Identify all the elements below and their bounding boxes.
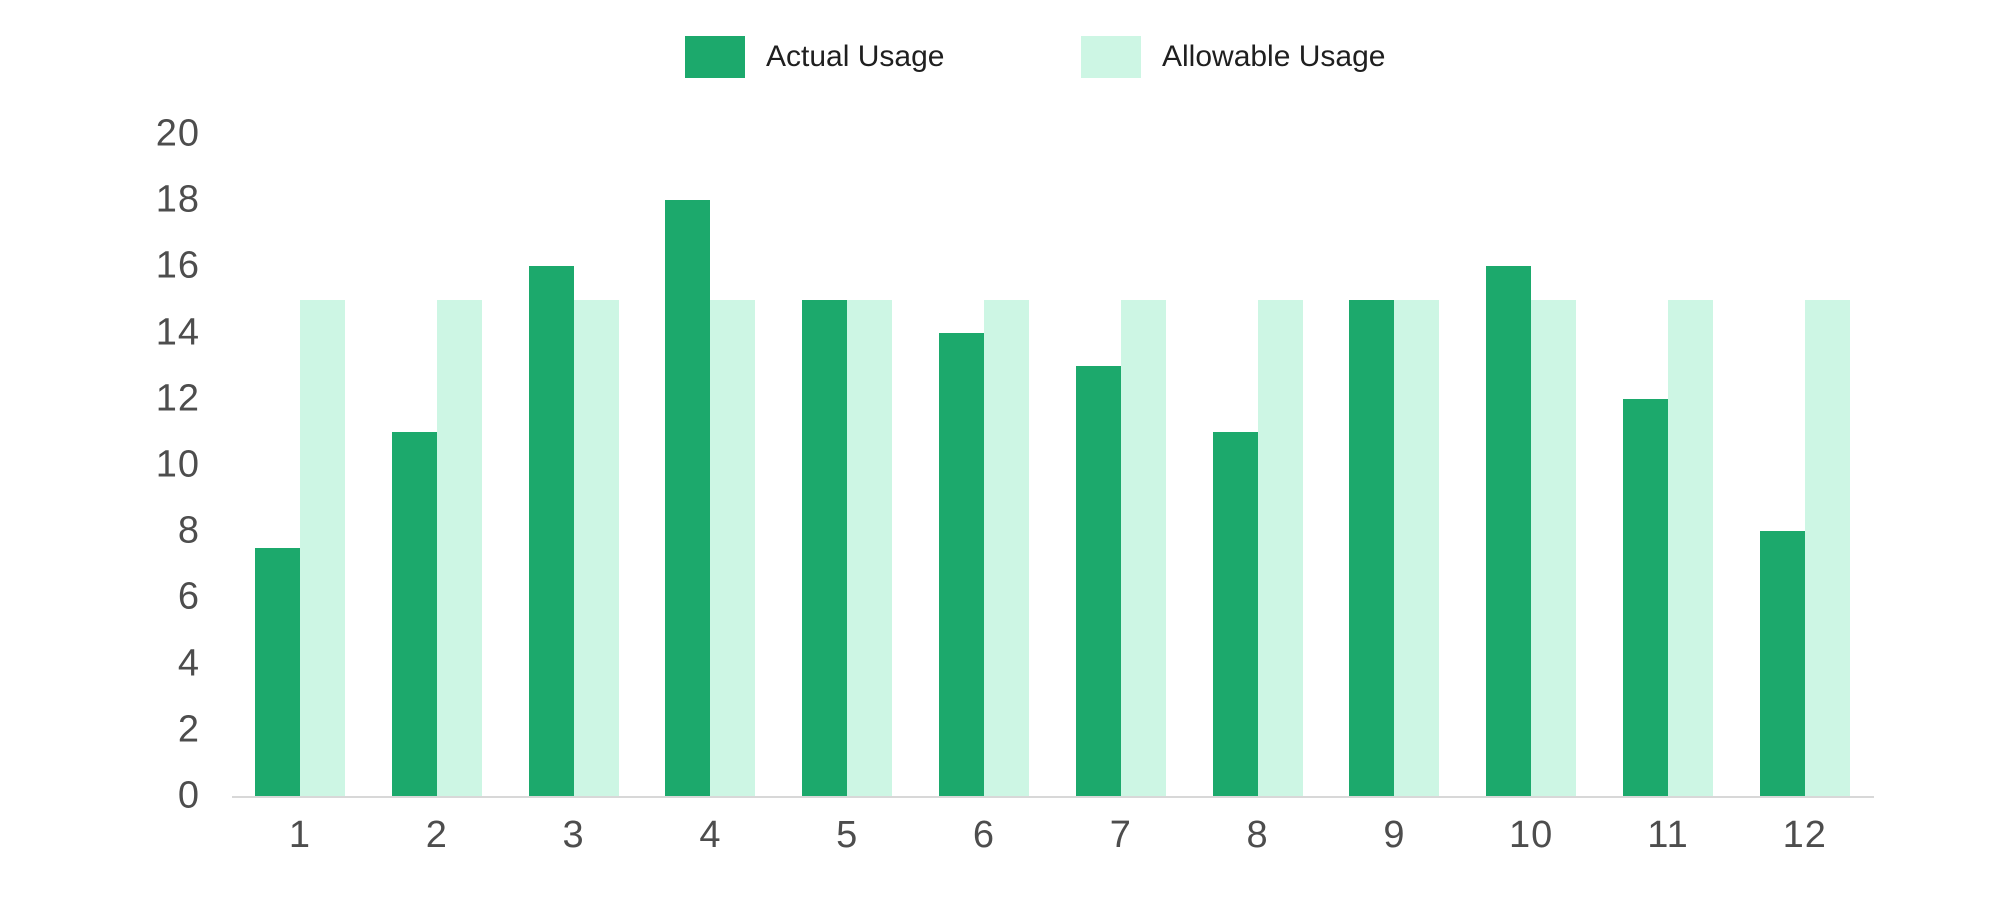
bar-allowable-usage[interactable] bbox=[710, 299, 756, 796]
x-tick-label: 5 bbox=[836, 814, 859, 856]
x-tick-label: 7 bbox=[1109, 814, 1132, 856]
bar-allowable-usage[interactable] bbox=[1668, 299, 1713, 796]
x-tick-label: 1 bbox=[288, 814, 312, 856]
y-tick-label: 10 bbox=[155, 443, 200, 486]
y-tick-label: 16 bbox=[155, 244, 200, 287]
y-tick-label: 12 bbox=[155, 377, 200, 420]
bar-actual-usage[interactable] bbox=[665, 200, 711, 796]
x-axis-baseline bbox=[232, 796, 1874, 798]
bar-allowable-usage[interactable] bbox=[300, 299, 345, 796]
x-tick-label: 10 bbox=[1509, 814, 1554, 856]
bar-actual-usage[interactable] bbox=[802, 299, 848, 796]
bar-actual-usage[interactable] bbox=[1759, 531, 1805, 796]
bar-allowable-usage[interactable] bbox=[984, 299, 1029, 796]
legend-swatch-actual-usage bbox=[685, 36, 745, 78]
y-tick-label: 6 bbox=[177, 575, 200, 618]
y-tick-label: 8 bbox=[177, 509, 200, 552]
y-tick-label: 18 bbox=[155, 178, 200, 221]
legend-item-allowable-usage[interactable]: Allowable Usage bbox=[1081, 36, 1385, 78]
bar-allowable-usage[interactable] bbox=[1804, 299, 1850, 796]
y-tick-label: 4 bbox=[177, 642, 200, 685]
x-tick-label: 6 bbox=[972, 814, 996, 856]
bar-allowable-usage[interactable] bbox=[1257, 299, 1303, 796]
bar-allowable-usage[interactable] bbox=[573, 299, 619, 796]
bar-allowable-usage[interactable] bbox=[1120, 299, 1166, 796]
bar-actual-usage[interactable] bbox=[1349, 299, 1395, 796]
x-tick-label: 2 bbox=[425, 814, 448, 856]
bar-allowable-usage[interactable] bbox=[436, 299, 482, 796]
bar-actual-usage[interactable] bbox=[1486, 266, 1532, 796]
bar-allowable-usage[interactable] bbox=[847, 299, 893, 796]
x-tick-label: 8 bbox=[1246, 814, 1269, 856]
x-tick-label: 3 bbox=[562, 814, 585, 856]
y-tick-label: 0 bbox=[177, 774, 200, 817]
bar-actual-usage[interactable] bbox=[1075, 365, 1121, 796]
bar-actual-usage[interactable] bbox=[939, 332, 984, 796]
y-tick-label: 2 bbox=[177, 708, 200, 751]
x-tick-label: 12 bbox=[1782, 814, 1827, 856]
legend-label-actual-usage: Actual Usage bbox=[766, 40, 945, 73]
legend-swatch-allowable-usage bbox=[1081, 36, 1141, 78]
bar-actual-usage[interactable] bbox=[1623, 398, 1668, 796]
bar-actual-usage[interactable] bbox=[1212, 431, 1258, 796]
bar-actual-usage[interactable] bbox=[528, 266, 574, 796]
bar-allowable-usage[interactable] bbox=[1531, 299, 1577, 796]
x-tick-label: 9 bbox=[1383, 814, 1406, 856]
legend-item-actual-usage[interactable]: Actual Usage bbox=[685, 36, 944, 78]
x-tick-label: 4 bbox=[699, 814, 722, 856]
bar-actual-usage[interactable] bbox=[255, 547, 300, 796]
y-tick-label: 20 bbox=[155, 112, 200, 155]
y-tick-label: 14 bbox=[155, 311, 200, 354]
bar-actual-usage[interactable] bbox=[391, 431, 437, 796]
x-tick-label: 11 bbox=[1647, 814, 1689, 856]
bar-allowable-usage[interactable] bbox=[1394, 299, 1440, 796]
legend-label-allowable-usage: Allowable Usage bbox=[1162, 40, 1386, 73]
